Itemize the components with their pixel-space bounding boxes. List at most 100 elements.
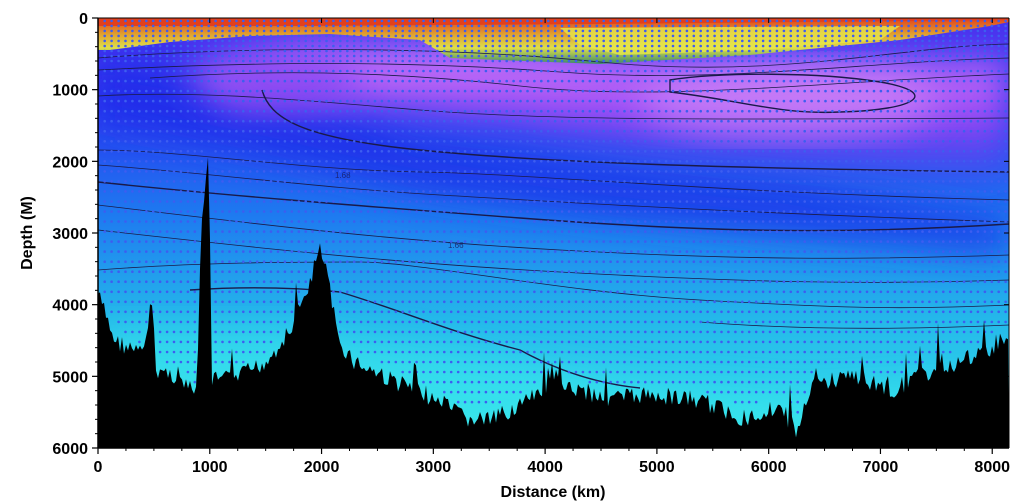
station-marker <box>505 150 509 153</box>
station-marker <box>872 150 876 153</box>
station-marker <box>844 200 848 203</box>
station-marker <box>713 59 716 63</box>
station-marker <box>588 280 592 284</box>
station-marker <box>498 290 502 294</box>
station-marker <box>373 39 377 43</box>
station-marker <box>727 360 730 364</box>
station-marker <box>581 99 585 103</box>
station-marker <box>151 99 155 103</box>
station-marker <box>782 190 786 193</box>
station-marker <box>366 350 370 354</box>
station-marker <box>720 140 723 143</box>
station-marker <box>429 350 432 354</box>
station-marker <box>193 54 197 58</box>
station-marker <box>734 390 737 394</box>
station-marker <box>754 109 758 113</box>
station-marker <box>727 109 730 113</box>
station-marker <box>145 54 148 58</box>
station-marker <box>470 270 474 274</box>
station-marker <box>948 220 952 223</box>
station-marker <box>415 230 418 233</box>
station-marker <box>838 220 841 223</box>
station-marker <box>436 19 439 23</box>
station-marker <box>158 54 162 58</box>
station-marker <box>228 44 231 48</box>
station-marker <box>893 270 897 274</box>
station-marker <box>283 150 287 153</box>
station-marker <box>429 260 432 264</box>
station-marker <box>352 230 356 233</box>
station-marker <box>352 170 356 173</box>
station-marker <box>844 230 848 233</box>
station-marker <box>117 310 120 314</box>
station-marker <box>484 230 488 233</box>
station-marker <box>886 129 890 133</box>
station-marker <box>311 39 314 43</box>
station-marker <box>387 89 391 93</box>
station-marker <box>838 300 841 304</box>
station-marker <box>955 200 959 203</box>
station-marker <box>734 49 737 53</box>
station-marker <box>151 109 155 113</box>
station-marker <box>789 300 793 304</box>
station-marker <box>491 220 495 223</box>
station-marker <box>838 190 841 193</box>
station-marker <box>443 250 446 253</box>
station-marker <box>831 89 834 93</box>
station-marker <box>131 290 134 294</box>
station-marker <box>429 340 432 344</box>
station-marker <box>838 79 841 83</box>
station-marker <box>699 170 702 173</box>
station-marker <box>851 29 855 33</box>
station-marker <box>768 190 772 193</box>
station-marker <box>429 19 432 23</box>
station-marker <box>124 170 127 173</box>
station-marker <box>484 59 488 63</box>
station-marker <box>657 230 661 233</box>
station-marker <box>436 280 439 284</box>
station-marker <box>782 129 786 133</box>
station-marker <box>782 69 786 73</box>
station-marker <box>595 190 599 193</box>
station-marker <box>484 320 488 324</box>
station-marker <box>602 69 605 73</box>
station-marker <box>186 170 190 173</box>
station-marker <box>560 24 564 28</box>
station-marker <box>914 170 917 173</box>
station-marker <box>609 270 612 274</box>
station-marker <box>727 240 730 243</box>
station-marker <box>560 290 564 294</box>
station-marker <box>283 119 287 123</box>
station-marker <box>498 99 502 103</box>
station-marker <box>831 220 834 223</box>
station-marker <box>422 150 425 153</box>
station-marker <box>380 160 384 163</box>
station-marker <box>491 360 495 364</box>
station-marker <box>415 360 418 364</box>
station-marker <box>886 280 890 284</box>
station-marker <box>138 69 141 73</box>
station-marker <box>650 320 654 324</box>
station-marker <box>401 210 405 213</box>
station-marker <box>463 49 467 53</box>
station-marker <box>727 260 730 264</box>
station-marker <box>824 230 827 233</box>
station-marker <box>214 79 217 83</box>
station-marker <box>796 19 799 23</box>
station-marker <box>706 290 709 294</box>
station-marker <box>158 160 162 163</box>
station-marker <box>145 140 148 143</box>
station-marker <box>761 29 765 33</box>
station-marker <box>346 320 349 324</box>
station-marker <box>235 54 238 58</box>
station-marker <box>546 129 550 133</box>
station-marker <box>311 19 314 23</box>
station-marker <box>380 260 384 264</box>
station-marker <box>449 240 453 243</box>
station-marker <box>526 360 529 364</box>
station-marker <box>228 320 231 324</box>
station-marker <box>214 230 217 233</box>
station-marker <box>415 280 418 284</box>
station-marker <box>387 39 391 43</box>
station-marker <box>650 170 654 173</box>
